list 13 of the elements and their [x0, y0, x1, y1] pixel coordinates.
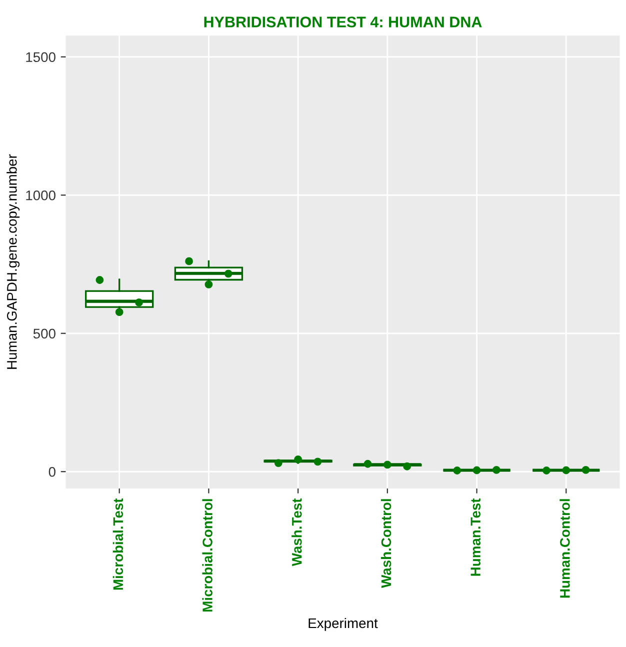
x-tick-label: Wash.Test — [292, 498, 302, 566]
x-tick-label: Human.Control — [560, 499, 570, 598]
x-tick-label: Microbial.Test — [112, 498, 124, 590]
y-tick-label: 1500 — [26, 52, 56, 62]
y-tick-label: 0 — [48, 466, 56, 477]
x-axis-title: Experiment — [308, 618, 378, 631]
x-tick-label: Human.Test — [470, 498, 480, 576]
y-tick-label: 1000 — [26, 190, 56, 200]
x-tick-label: Wash.Control — [380, 499, 392, 588]
y-tick-label: 500 — [33, 328, 56, 339]
y-axis-title: Human.GAPDH.gene.copy.number — [6, 154, 20, 369]
x-tick-label: Microbial.Control — [202, 499, 212, 612]
chart-title: HYBRIDISATION TEST 4: HUMAN DNA — [204, 16, 482, 28]
